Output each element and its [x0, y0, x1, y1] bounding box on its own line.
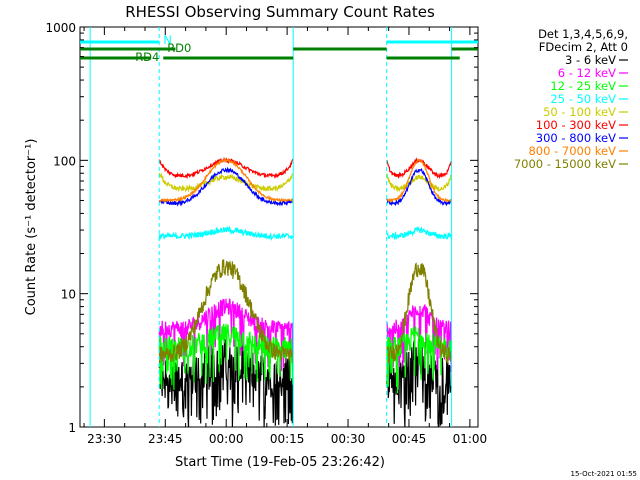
chart-title: RHESSI Observing Summary Count Rates: [125, 3, 435, 21]
x-tick-label: 00:00: [209, 432, 244, 446]
x-tick-label: 00:15: [270, 432, 305, 446]
y-tick-label: 100: [53, 154, 76, 168]
legend-header-line: FDecim 2, Att 0: [539, 40, 628, 54]
x-axis-label: Start Time (19-Feb-05 23:26:42): [175, 455, 385, 470]
legend-entry-label: 300 - 800 keV: [536, 131, 616, 145]
legend-entry-label: 7000 - 15000 keV: [514, 157, 616, 171]
plot-frame: [79, 26, 479, 428]
x-tick-label: 01:00: [453, 432, 488, 446]
y-tick-label: 10: [61, 288, 76, 302]
legend-entry-label: 12 - 25 keV: [550, 79, 616, 93]
legend-entry-label: 3 - 6 keV: [565, 53, 616, 67]
series-line-7: [158, 166, 452, 207]
legend-entry-label: 50 - 100 keV: [543, 105, 616, 119]
legend-header-line: Det 1,3,4,5,6,9,: [538, 27, 628, 41]
legend-entry-label: 800 - 7000 keV: [528, 144, 616, 158]
legend: Det 1,3,4,5,6,9,FDecim 2, Att 03 - 6 keV…: [514, 27, 628, 171]
series-line-4: [158, 225, 452, 242]
footer-timestamp: 15-Oct-2021 01:55: [571, 470, 637, 478]
rd0-flag-label: RD0: [167, 41, 191, 55]
rd4-flag-label: RD4: [135, 50, 159, 64]
x-tick-label: 00:30: [331, 432, 366, 446]
series-layer: [158, 156, 452, 428]
y-axis-ticks: 1 10 100 1000: [45, 21, 478, 435]
legend-entry-label: 6 - 12 keV: [558, 66, 616, 80]
y-tick-label: 1000: [45, 21, 76, 35]
series-line-9: [158, 259, 452, 364]
legend-entry-label: 25 - 50 keV: [550, 92, 616, 106]
y-axis-label: Count Rate (s⁻¹ detector⁻¹): [24, 139, 39, 316]
y-tick-label: 1: [68, 421, 76, 435]
x-tick-label: 00:45: [392, 432, 427, 446]
x-tick-label: 23:30: [87, 432, 122, 446]
x-axis-ticks: 23:30 23:45 00:00 00:15 00:30 00:45 01:00: [83, 27, 488, 446]
legend-entry-label: 100 - 300 keV: [536, 118, 616, 132]
x-tick-label: 23:45: [148, 432, 183, 446]
series-line-8: [158, 157, 452, 204]
night-flag-label: N: [163, 33, 172, 47]
series-line-5: [158, 172, 452, 193]
